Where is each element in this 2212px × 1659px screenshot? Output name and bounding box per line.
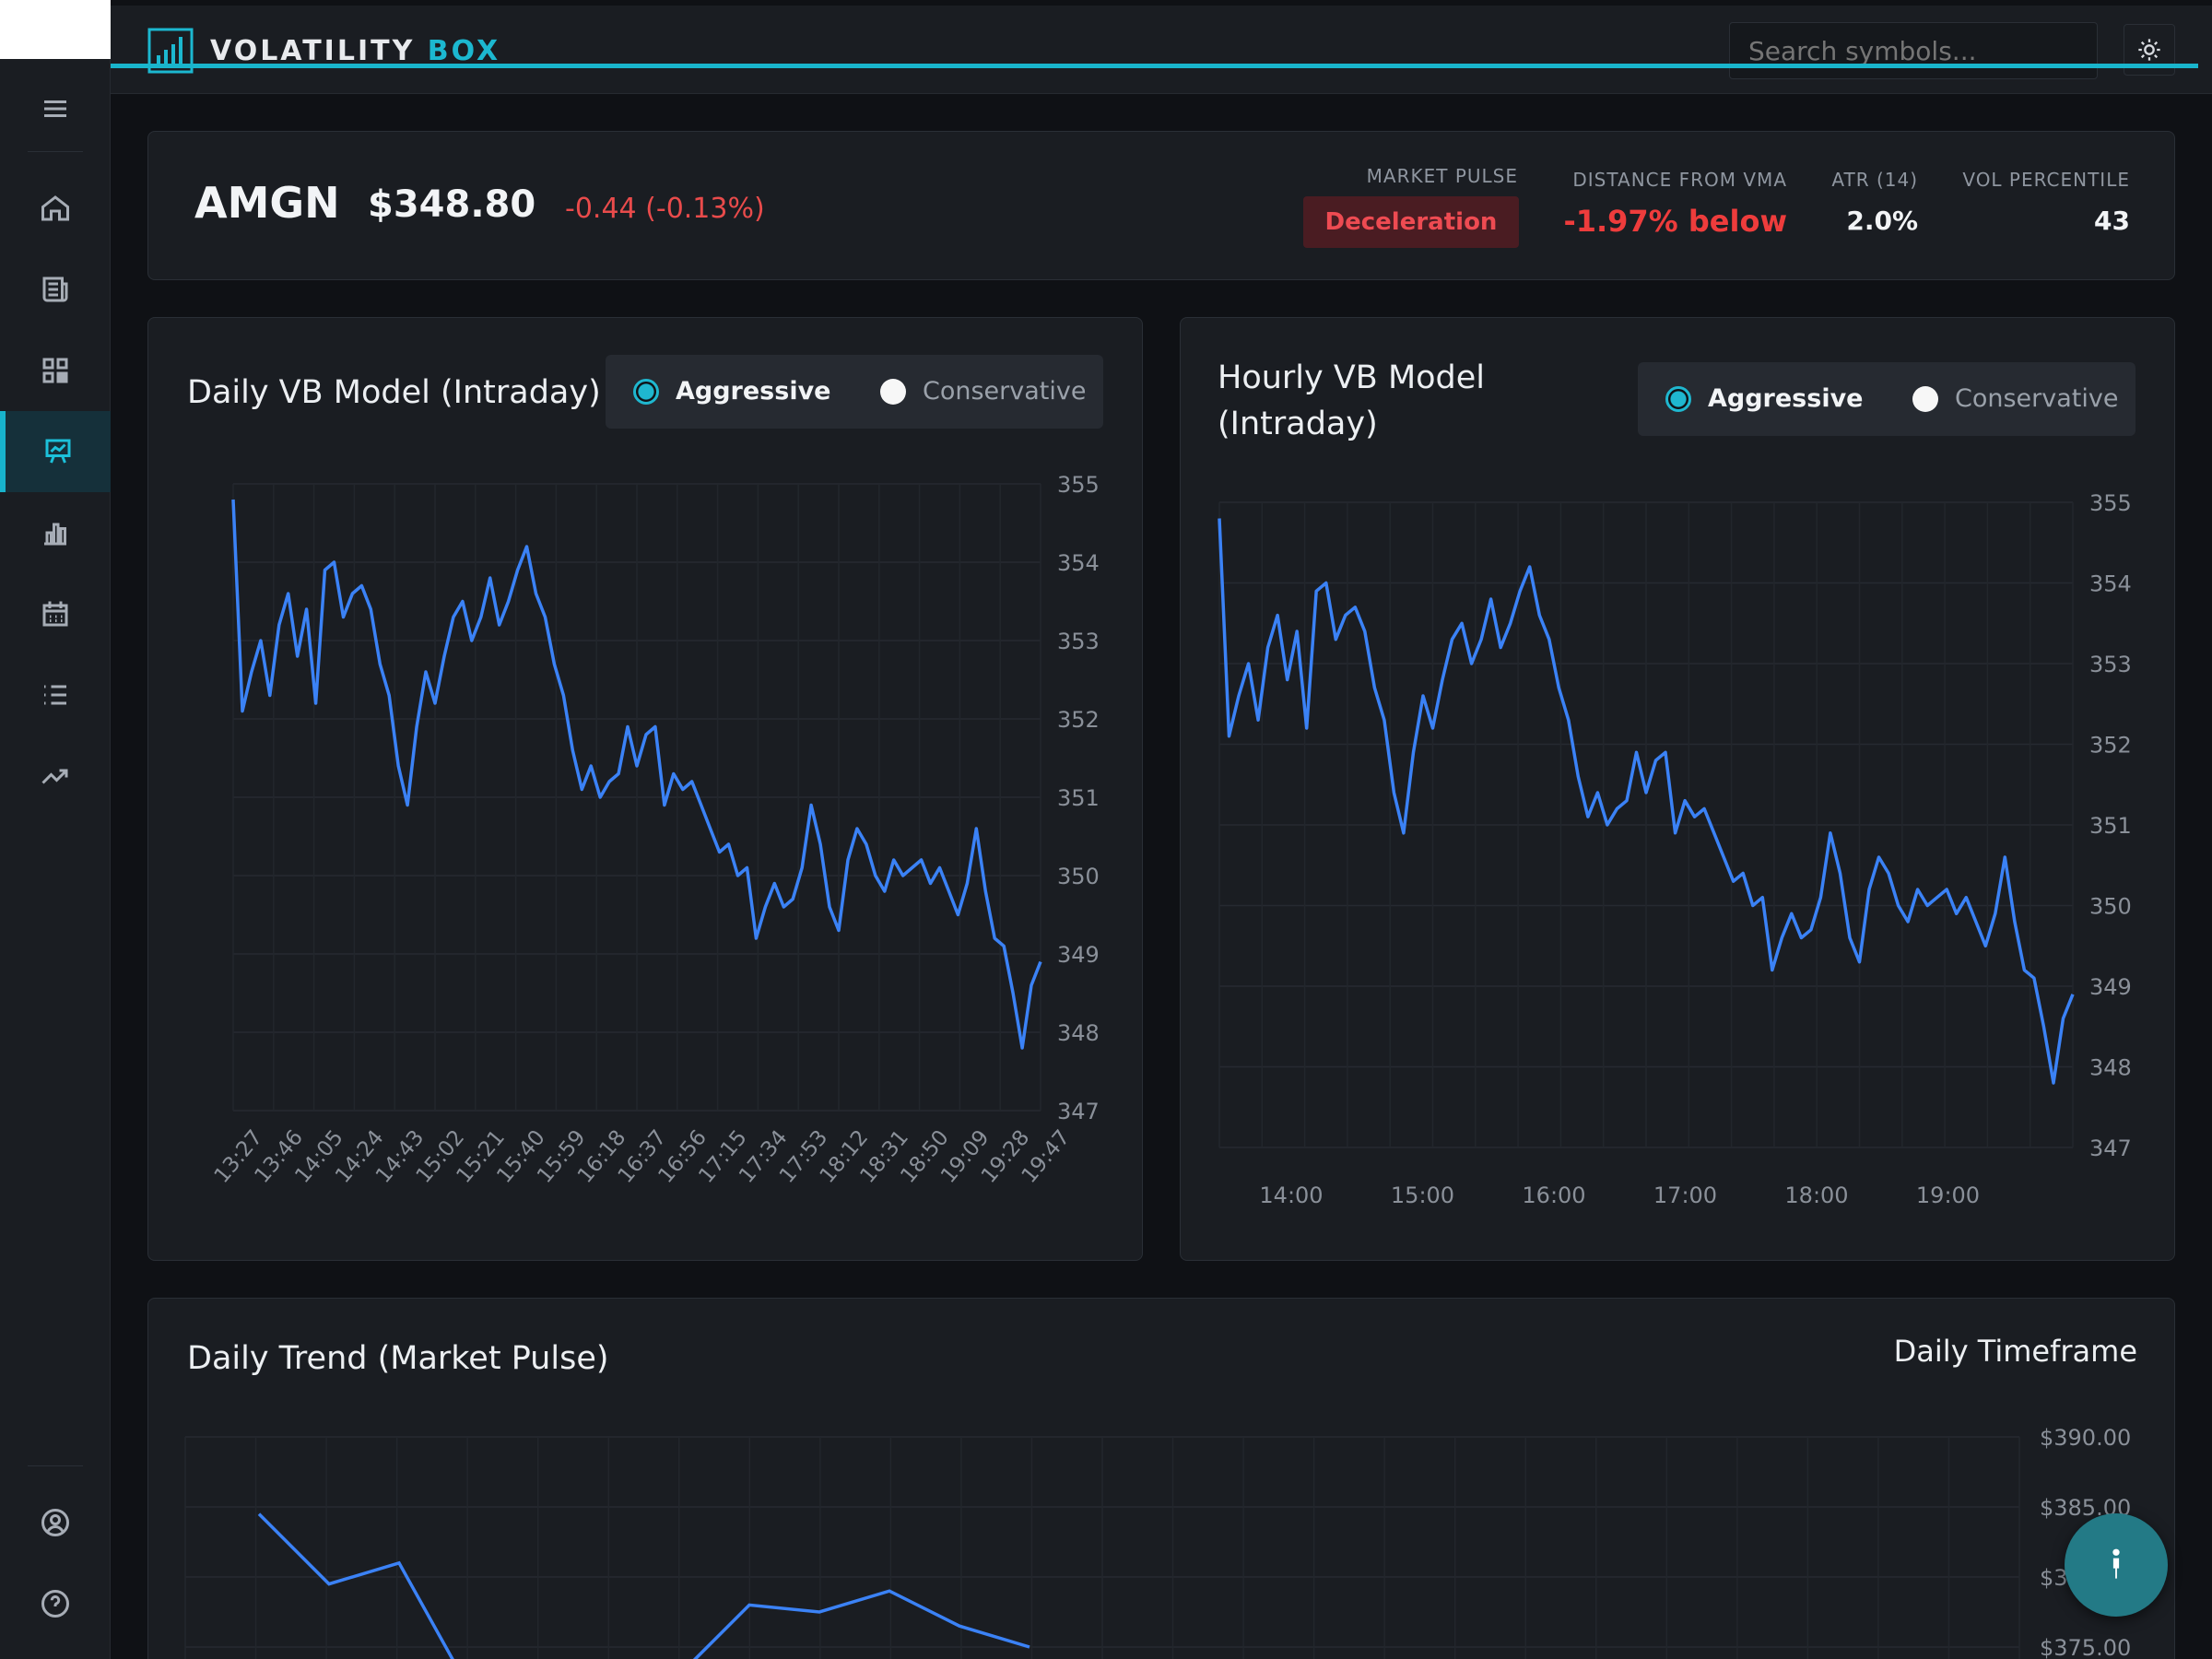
x-tick-label: 15:00 — [1391, 1182, 1454, 1208]
hourly-model-chart[interactable]: 355 354 353 352 351 350 349 348 347 14:00 15:00 16:… — [1181, 318, 2176, 1262]
trend-series-line — [257, 1512, 1030, 1659]
sidebar-item-watchlist[interactable] — [0, 654, 111, 735]
y-tick-label: 351 — [1057, 785, 1100, 811]
daily-model-title: Daily VB Model (Intraday) — [187, 374, 601, 411]
hourly-conservative-option[interactable]: Conservative — [1912, 384, 2118, 413]
user-circle-icon — [41, 1509, 69, 1536]
accessibility-icon — [2112, 1548, 2120, 1579]
daily-model-card: Daily VB Model (Intraday) Aggressive Con… — [147, 317, 1143, 1261]
news-icon — [42, 276, 68, 302]
sun-icon — [2138, 39, 2160, 61]
y-tick-label: 347 — [1057, 1099, 1100, 1124]
daily-trend-chart[interactable]: $390.00$385.00$380.00$375.00 — [148, 1299, 2176, 1659]
sidebar-item-analytics[interactable] — [0, 492, 111, 573]
y-tick-label: 355 — [2089, 490, 2132, 516]
hourly-aggressive-option[interactable]: Aggressive — [1665, 384, 1864, 413]
ticker-symbol: AMGN — [194, 178, 340, 228]
y-tick-label: $390.00 — [2040, 1425, 2131, 1451]
y-tick-label: 354 — [2089, 571, 2132, 597]
ticker-summary-card: AMGN $348.80 -0.44 (-0.13%) MARKET PULSE… — [147, 131, 2175, 280]
theme-toggle-button[interactable] — [2124, 24, 2175, 76]
daily-trend-card: Daily Trend (Market Pulse) Daily Timefra… — [147, 1298, 2175, 1659]
y-tick-label: 349 — [2089, 974, 2132, 1000]
vma-distance-value: -1.97% below — [1563, 204, 1787, 239]
sidebar-item-trends[interactable] — [0, 735, 111, 817]
ticker-change: -0.44 (-0.13%) — [565, 193, 765, 225]
hourly-model-mode-toggle: Aggressive Conservative — [1638, 362, 2136, 436]
y-tick-label: 348 — [2089, 1055, 2132, 1081]
sidebar — [0, 0, 111, 1659]
market-pulse-label: MARKET PULSE — [1366, 165, 1518, 187]
brand-logo[interactable]: VOLATILITY BOX — [147, 28, 500, 74]
loading-progress-bar — [111, 64, 2198, 68]
y-tick-label: 352 — [2089, 733, 2132, 759]
list-icon — [44, 685, 66, 705]
x-tick-label: 19:00 — [1916, 1182, 1980, 1208]
sidebar-item-news[interactable] — [0, 249, 111, 330]
hourly-model-title: Hourly VB Model (Intraday) — [1218, 359, 1486, 442]
radio-unselected-icon — [1912, 385, 1938, 412]
vol-percentile-value: 43 — [2094, 206, 2130, 236]
sidebar-item-help[interactable] — [0, 1563, 111, 1644]
y-tick-label: $375.00 — [2040, 1635, 2131, 1659]
y-tick-label: 349 — [1057, 942, 1100, 968]
vma-distance-label: DISTANCE FROM VMA — [1572, 169, 1787, 191]
menu-icon — [44, 100, 66, 117]
trending-up-icon — [41, 769, 68, 784]
daily-conservative-option[interactable]: Conservative — [880, 377, 1086, 406]
price-series-line — [231, 499, 1042, 1050]
y-tick-label: 347 — [2089, 1135, 2132, 1161]
vol-percentile-label: VOL PERCENTILE — [1962, 169, 2130, 191]
radio-selected-icon — [633, 378, 659, 405]
presentation-chart-icon — [45, 439, 71, 464]
hourly-model-card: Hourly VB Model (Intraday) Aggressive Co… — [1180, 317, 2175, 1261]
y-tick-label: 351 — [2089, 813, 2132, 839]
timeframe-label: Daily Timeframe — [1893, 1334, 2137, 1369]
x-tick-label: 14:00 — [1259, 1182, 1323, 1208]
ticker-price: $348.80 — [368, 183, 536, 226]
market-pulse-badge: Deceleration — [1303, 196, 1519, 248]
qr-grid-icon — [42, 358, 68, 383]
sidebar-logo-area — [0, 0, 111, 59]
daily-model-mode-toggle: Aggressive Conservative — [606, 355, 1103, 429]
daily-model-chart[interactable]: 35535435335235135034934834713:2713:4614:… — [148, 318, 1144, 1262]
y-tick-label: 348 — [1057, 1020, 1100, 1046]
price-series-line — [1218, 518, 2075, 1085]
y-tick-label: 350 — [2089, 894, 2132, 920]
search-input[interactable] — [1729, 22, 2098, 79]
radio-unselected-icon — [880, 378, 906, 405]
sidebar-item-home[interactable] — [0, 168, 111, 249]
y-tick-label: 353 — [2089, 652, 2132, 677]
x-tick-label: 18:00 — [1784, 1182, 1848, 1208]
top-header: VOLATILITY BOX — [111, 6, 2212, 94]
x-tick-label: 17:00 — [1653, 1182, 1717, 1208]
x-tick-label: 16:00 — [1522, 1182, 1585, 1208]
atr-value: 2.0% — [1846, 206, 1918, 236]
logo-bars-icon — [147, 28, 194, 74]
sidebar-item-scanner[interactable] — [0, 330, 111, 411]
sidebar-item-account[interactable] — [0, 1482, 111, 1563]
sidebar-item-models[interactable] — [0, 411, 111, 492]
bar-chart-icon — [44, 523, 66, 546]
y-tick-label: 355 — [1057, 472, 1100, 498]
accessibility-button[interactable] — [2065, 1513, 2168, 1617]
home-icon — [41, 195, 69, 221]
brand-name: VOLATILITY BOX — [210, 34, 501, 67]
radio-selected-icon — [1665, 385, 1691, 412]
y-tick-label: 354 — [1057, 550, 1100, 576]
y-tick-label: 350 — [1057, 864, 1100, 889]
help-icon — [41, 1590, 69, 1618]
daily-trend-title: Daily Trend (Market Pulse) — [187, 1340, 609, 1377]
daily-aggressive-option[interactable]: Aggressive — [633, 377, 831, 406]
calendar-icon — [42, 601, 68, 627]
atr-label: ATR (14) — [1831, 169, 1918, 191]
y-tick-label: 352 — [1057, 707, 1100, 733]
menu-toggle-button[interactable] — [0, 68, 111, 149]
y-tick-label: 353 — [1057, 629, 1100, 654]
sidebar-item-calendar[interactable] — [0, 573, 111, 654]
